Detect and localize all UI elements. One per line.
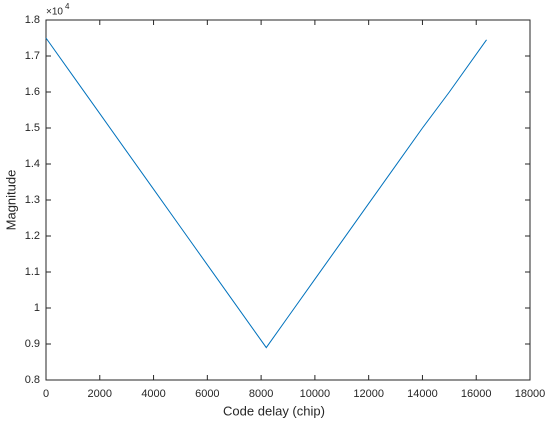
x-tick-label: 10000 xyxy=(300,388,331,400)
y-tick-label: 1.4 xyxy=(25,158,40,170)
y-tick-label: 0.9 xyxy=(25,338,40,350)
y-axis-label: Magnitude xyxy=(3,170,18,231)
x-tick-label: 18000 xyxy=(515,388,546,400)
x-axis-label: Code delay (chip) xyxy=(223,403,325,418)
y-tick-label: 1 xyxy=(34,302,40,314)
y-tick-label: 1.1 xyxy=(25,266,40,278)
x-tick-label: 0 xyxy=(43,388,49,400)
y-tick-label: 1.7 xyxy=(25,50,40,62)
x-tick-label: 6000 xyxy=(195,388,219,400)
y-tick-label: 1.2 xyxy=(25,230,40,242)
y-multiplier-exponent: 4 xyxy=(65,2,70,11)
y-multiplier: ×10 xyxy=(46,7,63,18)
y-tick-label: 1.8 xyxy=(25,14,40,26)
x-tick-label: 14000 xyxy=(407,388,438,400)
y-tick-label: 1.5 xyxy=(25,122,40,134)
x-tick-label: 16000 xyxy=(461,388,492,400)
x-tick-label: 8000 xyxy=(249,388,273,400)
y-tick-label: 1.6 xyxy=(25,86,40,98)
data-line xyxy=(45,37,487,349)
x-tick-label: 12000 xyxy=(353,388,384,400)
x-tick-label: 2000 xyxy=(88,388,112,400)
x-tick-label: 4000 xyxy=(141,388,165,400)
y-tick-label: 1.3 xyxy=(25,194,40,206)
y-tick-label: 0.8 xyxy=(25,374,40,386)
